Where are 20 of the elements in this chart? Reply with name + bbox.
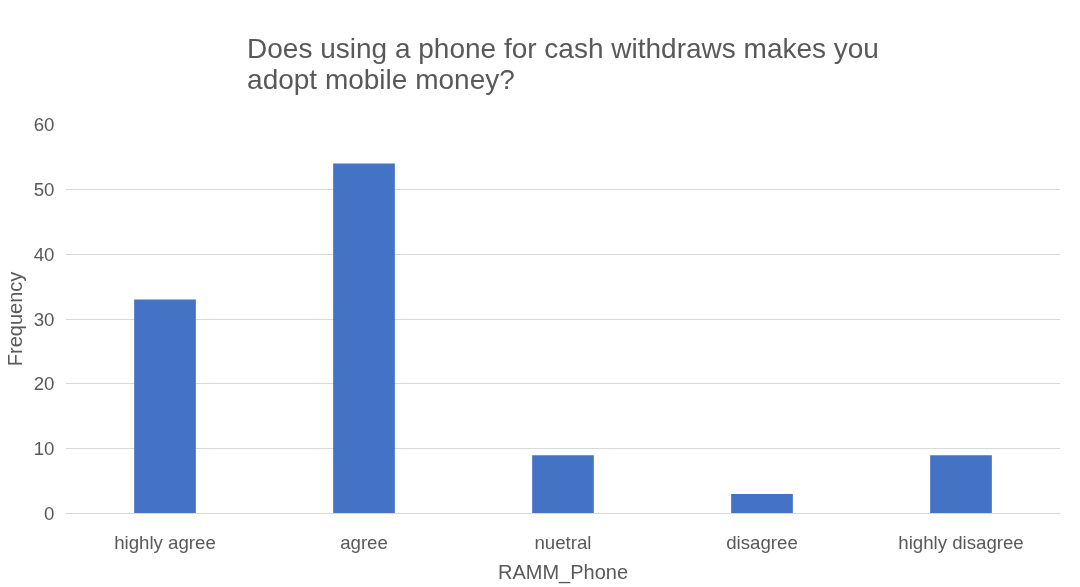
y-tick-label: 30: [33, 308, 55, 330]
x-tick-label: disagree: [726, 531, 798, 553]
bar: [930, 455, 992, 514]
y-tick-label: 50: [33, 178, 55, 200]
y-tick-label: 0: [44, 503, 55, 524]
bar: [134, 299, 196, 514]
x-tick-label: nuetral: [534, 531, 592, 553]
bar: [333, 163, 395, 514]
x-tick-label: agree: [340, 531, 388, 553]
chart-title: Does using a phone for cash withdraws makes you adopt mobile money?: [247, 32, 879, 95]
x-tick-label: highly disagree: [898, 531, 1024, 553]
x-axis-title: RAMM_Phone: [497, 560, 629, 584]
y-tick-label: 10: [33, 438, 55, 460]
y-axis-title: Frequency: [3, 271, 26, 367]
x-tick-label: highly agree: [114, 531, 216, 553]
bar: [532, 455, 594, 514]
y-tick-label: 60: [33, 114, 55, 135]
y-tick-label: 20: [33, 373, 55, 395]
bar: [731, 494, 793, 514]
y-tick-label: 40: [33, 243, 55, 265]
